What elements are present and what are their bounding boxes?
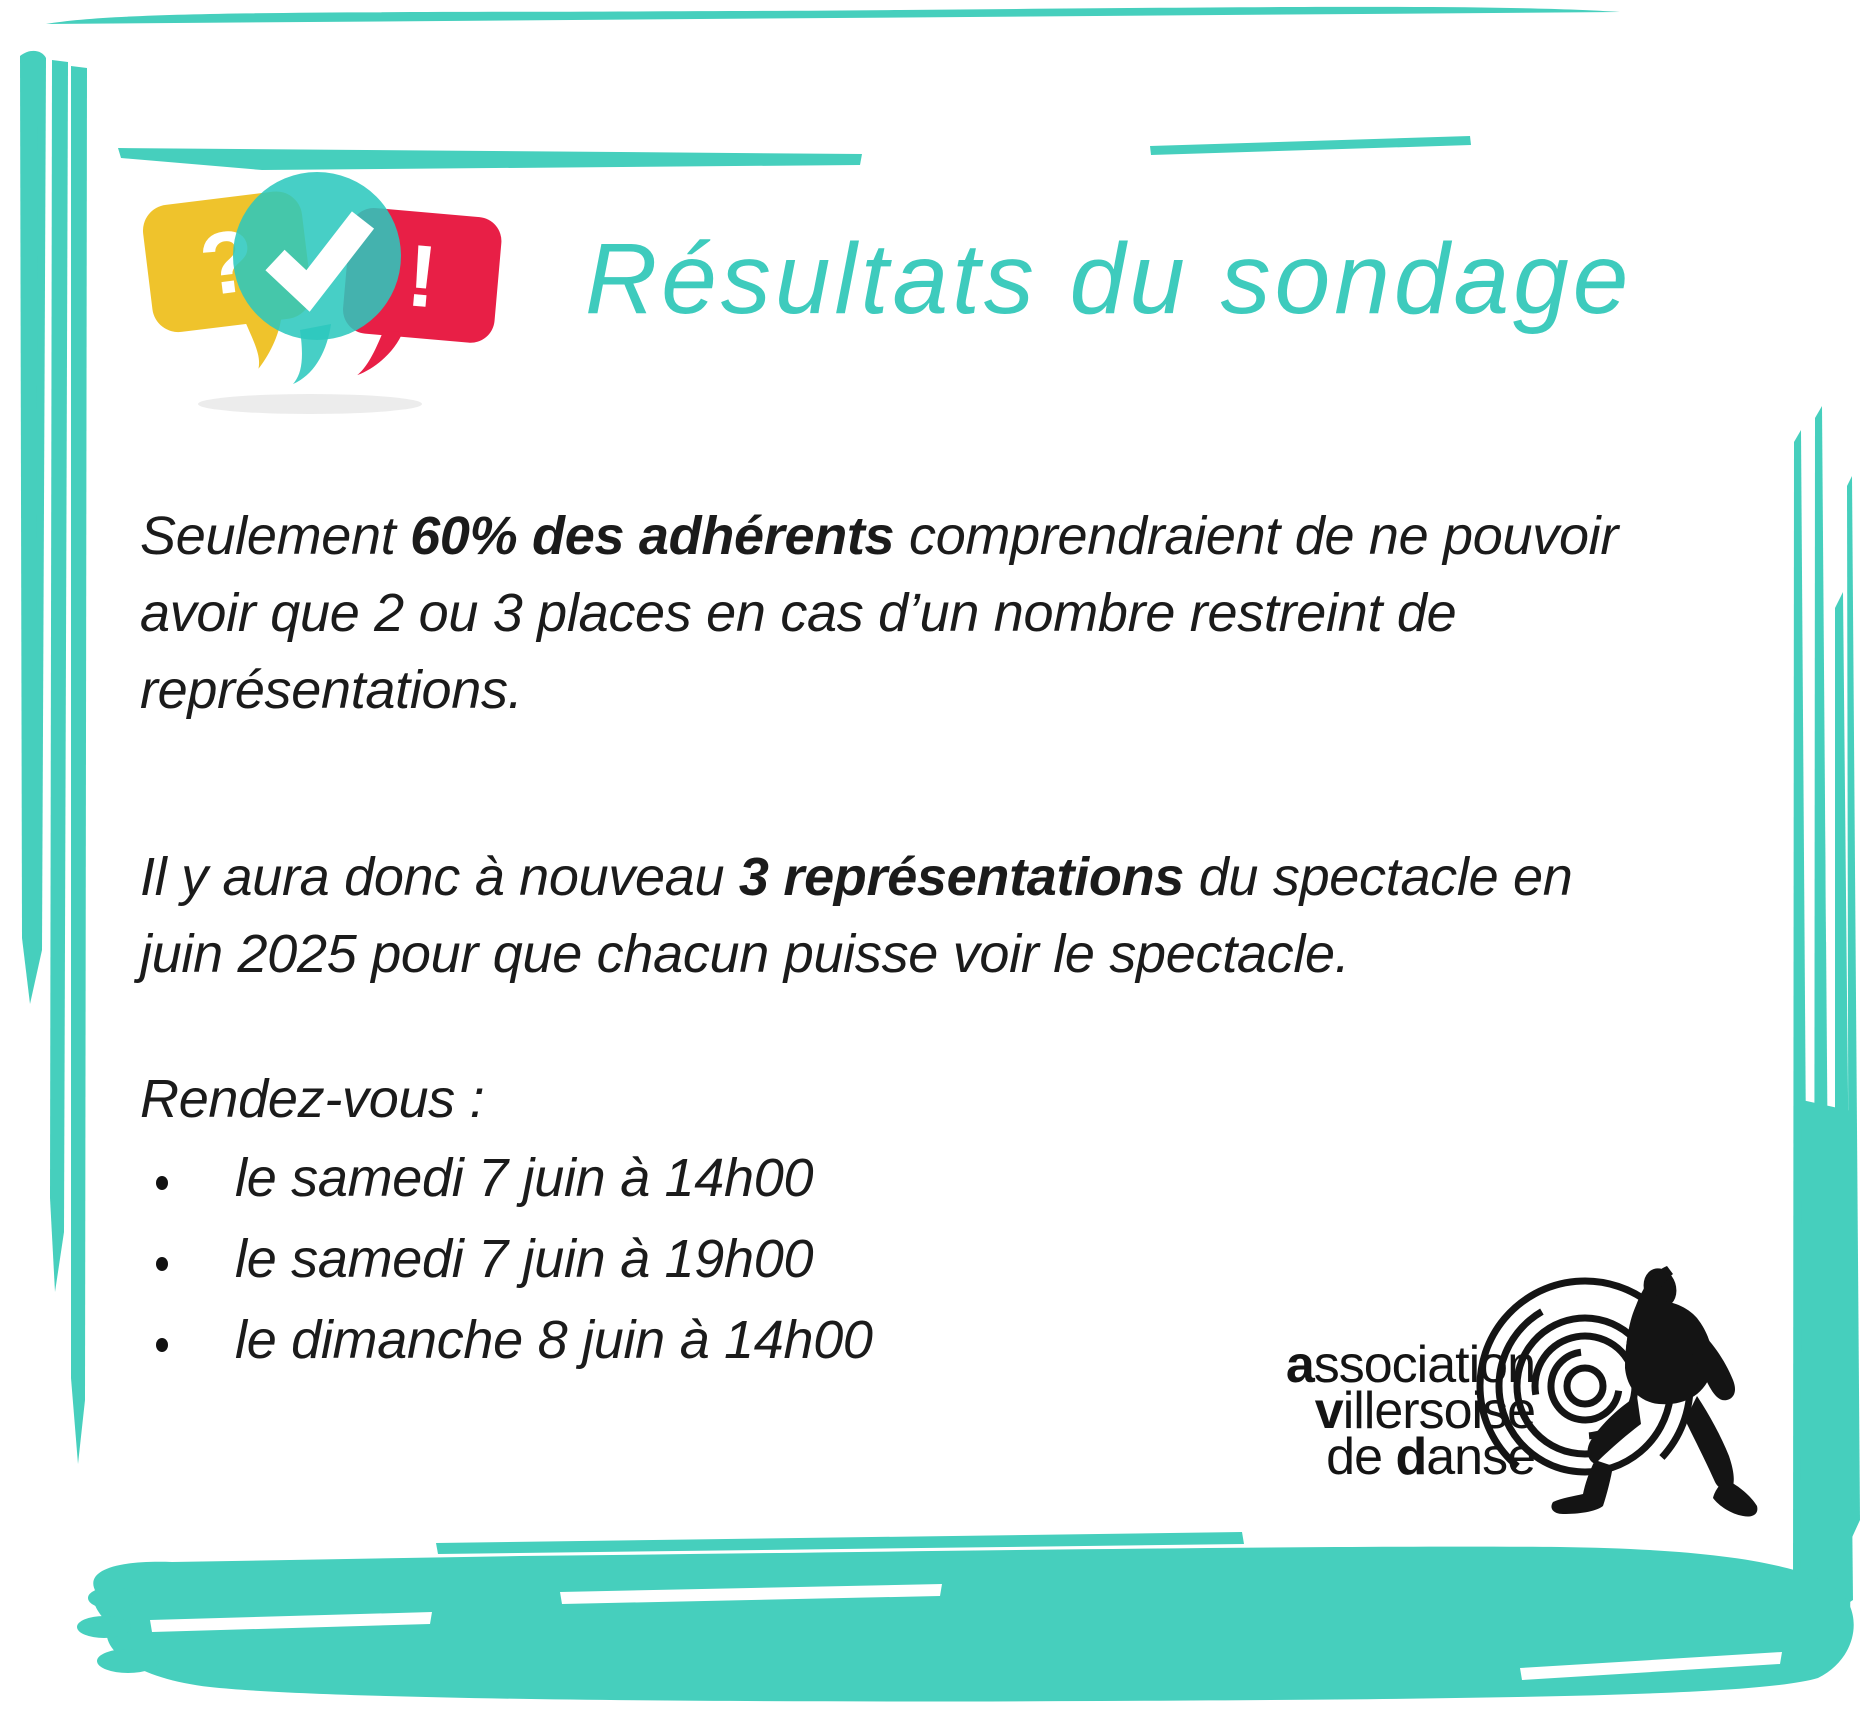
brush-left-stroke <box>71 66 87 1464</box>
association-logo-graphic <box>1476 1266 1758 1517</box>
paragraph-survey-result: Seulement 60% des adhérents comprendraie… <box>140 498 1740 729</box>
text-run: de <box>1326 1428 1396 1486</box>
brush-top-inner-streak2 <box>1150 136 1471 155</box>
brush-bottom-band <box>93 1546 1854 1702</box>
brush-left-stroke <box>30 120 38 690</box>
brush-bottom-inner-streak <box>436 1532 1244 1554</box>
bold-run: 3 représentations <box>738 847 1184 907</box>
brush-bottom-finger <box>77 1616 131 1638</box>
text-line: représentations. <box>140 660 523 720</box>
bold-run: 60% des adhérents <box>410 506 895 566</box>
show-dates-list: le samedi 7 juin à 14h00 le samedi 7 jui… <box>140 1138 1740 1381</box>
text-line: Seulement 60% des adhérents comprendraie… <box>140 498 1740 575</box>
brush-white-streak <box>150 1612 432 1632</box>
rendezvous-section: Rendez-vous : le samedi 7 juin à 14h00 l… <box>140 1061 1740 1381</box>
bold-run: v <box>1314 1382 1344 1440</box>
list-item: le dimanche 8 juin à 14h00 <box>140 1300 1740 1381</box>
logo-line-villersoise: villersoise <box>1150 1385 1536 1437</box>
list-item: le samedi 7 juin à 19h00 <box>140 1219 1740 1300</box>
association-logo-text: association villersoise de danse <box>1150 1339 1536 1483</box>
dancer-silhouette <box>1551 1266 1758 1517</box>
logo-line-association: association <box>1150 1339 1536 1391</box>
text-line: Il y aura donc à nouveau 3 représentatio… <box>140 839 1740 916</box>
brush-white-streak <box>1520 1652 1782 1680</box>
text-run: illersoise <box>1342 1382 1536 1440</box>
brush-bottom-finger <box>97 1649 159 1673</box>
text-run: comprendraient de ne pouvoir <box>894 506 1619 566</box>
logo-line-de-danse: de danse <box>1150 1431 1536 1483</box>
brush-white-streak <box>1570 106 1800 133</box>
brush-top-band <box>46 6 1620 25</box>
brush-bottom-finger <box>88 1587 136 1609</box>
text-line: juin 2025 pour que chacun puisse voir le… <box>140 924 1350 984</box>
paragraph-decision: Il y aura donc à nouveau 3 représentatio… <box>140 839 1740 993</box>
text-run: Seulement <box>140 506 411 566</box>
rendezvous-label: Rendez-vous : <box>140 1069 485 1129</box>
brush-white-streak <box>540 94 1024 110</box>
list-item: le samedi 7 juin à 14h00 <box>140 1138 1740 1219</box>
bold-run: d <box>1395 1428 1427 1486</box>
brush-white-streak <box>560 1584 942 1604</box>
brush-left-stroke <box>50 60 68 1292</box>
brush-right-stroke <box>1800 1100 1856 1624</box>
check-mark-icon <box>265 211 375 312</box>
icon-shadow <box>198 394 422 414</box>
text-run: ssociation <box>1313 1336 1536 1394</box>
survey-bubbles-icon: ? ! <box>142 172 502 414</box>
check-bubble-icon <box>233 172 401 384</box>
text-line: avoir que 2 ou 3 places en cas d’un nomb… <box>140 583 1457 643</box>
body-text: Seulement 60% des adhérents comprendraie… <box>140 498 1740 1381</box>
brush-white-streak <box>1824 558 1832 942</box>
text-run: du spectacle en <box>1184 847 1573 907</box>
brush-white-streak <box>62 38 204 50</box>
brush-top-inner-streak <box>118 148 862 170</box>
brush-white-streak <box>208 52 880 72</box>
text-run: anse <box>1426 1428 1536 1486</box>
bold-run: a <box>1285 1336 1315 1394</box>
page-title: Résultats du sondage <box>585 223 1633 335</box>
text-run: Il y aura donc à nouveau <box>140 847 739 907</box>
